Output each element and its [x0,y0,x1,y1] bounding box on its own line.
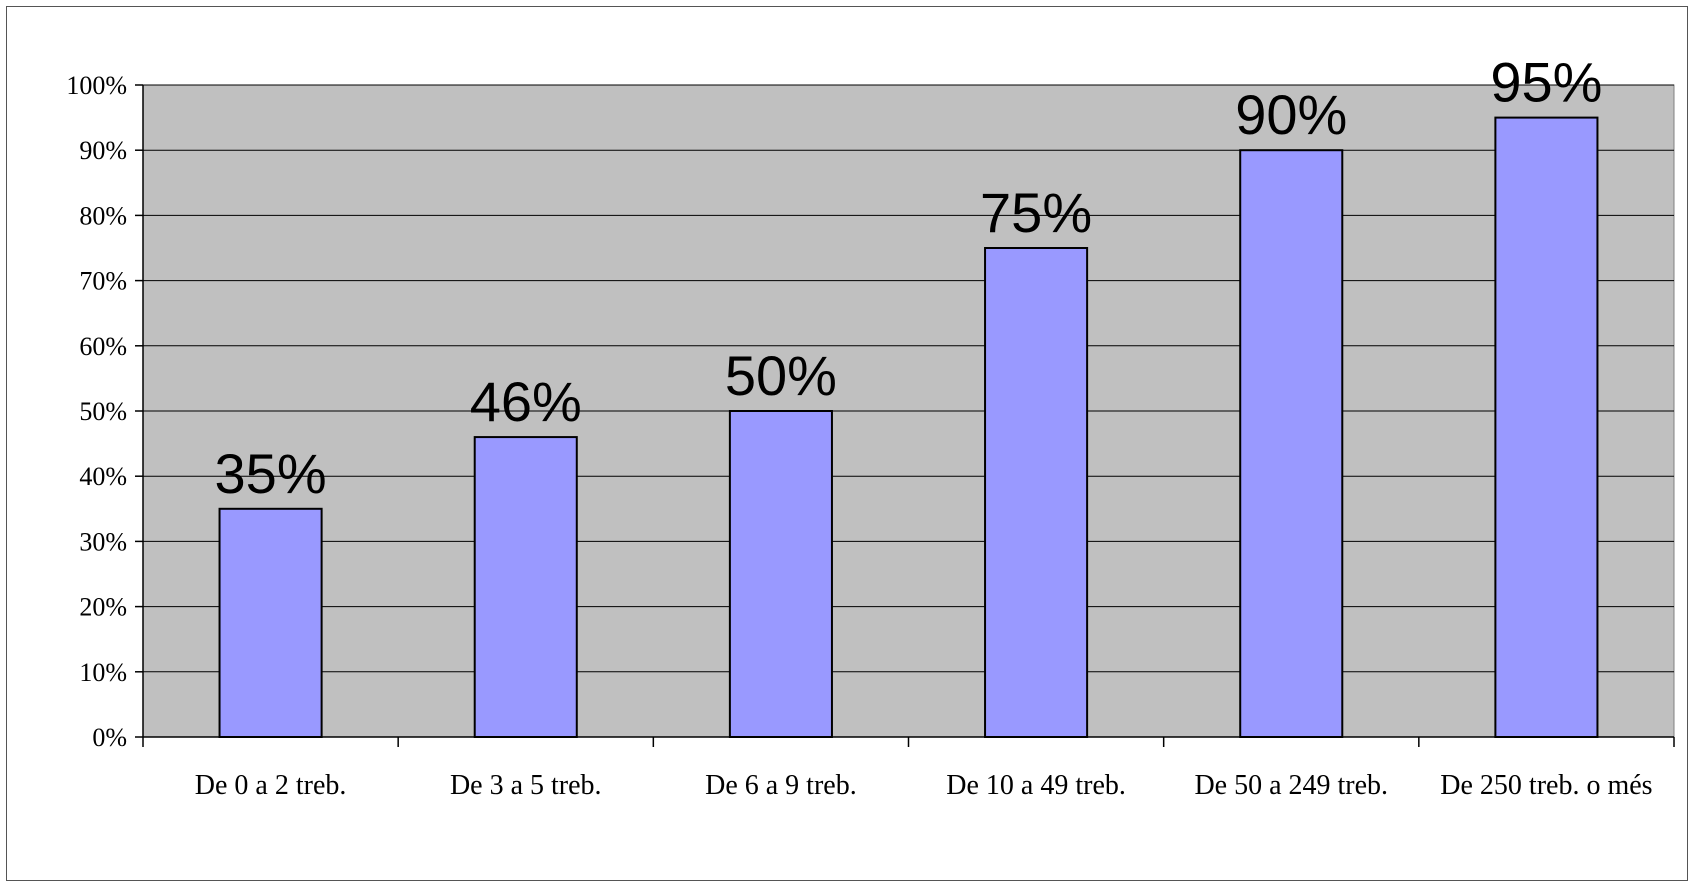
y-tick-label: 90% [79,136,127,165]
data-label: 95% [1490,51,1602,114]
bar-chart: 0% 10% 20% 30% 40% 50% 60% 70% 80% 90% 100% De 0 a… [66,51,1675,801]
x-category-label: De 6 a 9 treb. [705,770,857,801]
y-tick-label: 60% [79,332,127,361]
data-label: 35% [215,442,327,505]
bar [984,247,1089,738]
x-category-label: De 10 a 49 treb. [946,770,1126,801]
y-tick-label: 10% [79,658,127,687]
bar [728,410,833,738]
x-category-label: De 0 a 2 treb. [195,770,347,801]
y-tick-label: 0% [92,723,127,752]
y-tick-label: 20% [79,593,127,622]
bar [473,436,578,738]
axes [135,84,1675,747]
y-tick-label: 50% [79,397,127,426]
data-label: 75% [980,181,1092,244]
gridlines [143,84,1674,673]
data-label: 50% [725,344,837,407]
y-tick-label: 80% [79,201,127,230]
x-category-labels: De 0 a 2 treb. De 3 a 5 treb. De 6 a 9 tre… [195,770,1653,801]
y-tick-labels: 0% 10% 20% 30% 40% 50% 60% 70% 80% 90% 100% [66,71,127,752]
x-category-label: De 50 a 249 treb. [1194,770,1388,801]
y-tick-label: 30% [79,527,127,556]
x-category-label: De 250 treb. o més [1440,770,1652,801]
bar [218,507,323,738]
y-tick-label: 100% [66,71,127,100]
data-label: 90% [1235,83,1347,146]
y-tick-label: 70% [79,267,127,296]
bar [1239,149,1344,738]
x-category-label: De 3 a 5 treb. [450,770,602,801]
y-tick-label: 40% [79,462,127,491]
data-label: 46% [470,370,582,433]
bar [1494,116,1599,739]
data-labels: 35% 46% 50% 75% 90% 95% [215,51,1603,505]
chart-frame: 0% 10% 20% 30% 40% 50% 60% 70% 80% 90% 100% De 0 a… [6,6,1688,881]
